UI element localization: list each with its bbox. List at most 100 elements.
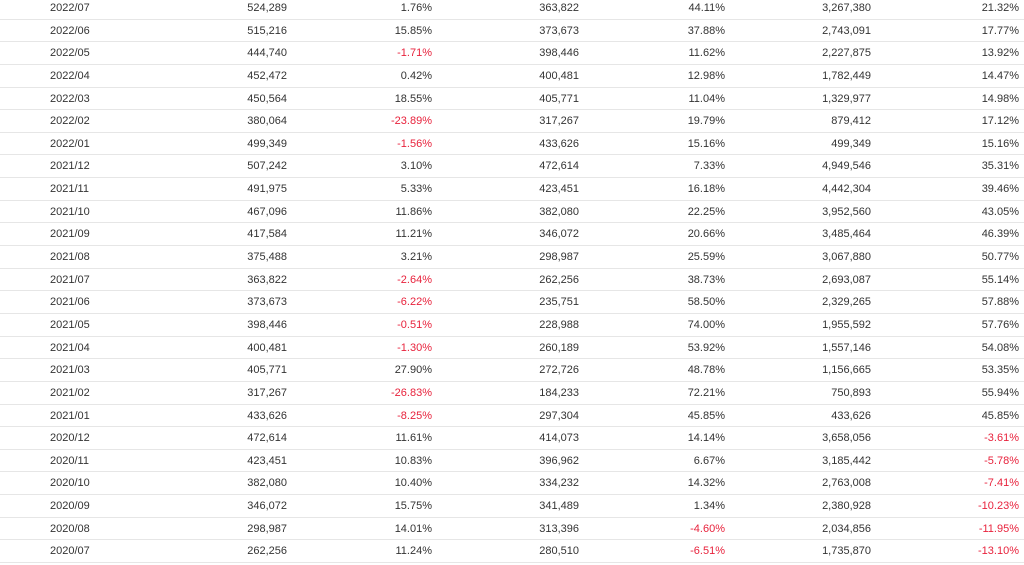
month-cell: 2021/04 (50, 341, 90, 354)
table-row: 2020/08 298,987 14.01% 313,396 -4.60% 2,034,8… (0, 518, 1024, 541)
month-cell: 2020/07 (50, 545, 90, 558)
cumulative-change-cell: 39.46% (981, 183, 1019, 196)
change-a-cell: -23.89% (391, 115, 432, 128)
cumulative-change-cell: 50.77% (981, 251, 1019, 264)
value-a-cell: 524,289 (247, 2, 287, 14)
value-b-cell: 472,614 (539, 160, 579, 173)
cumulative-change-cell: -13.10% (978, 545, 1019, 558)
change-b-cell: 14.14% (687, 432, 725, 445)
table-row: 2020/07 262,256 11.24% 280,510 -6.51% 1,735,8… (0, 540, 1024, 564)
value-a-cell: 515,216 (247, 24, 287, 37)
table-row: 2021/04 400,481 -1.30% 260,189 53.92% 1,557,1… (0, 337, 1024, 360)
change-b-cell: 74.00% (687, 318, 725, 331)
change-a-cell: 15.85% (394, 24, 432, 37)
value-b-cell: 184,233 (539, 386, 579, 399)
cumulative-cell: 2,763,008 (822, 477, 871, 490)
month-cell: 2021/11 (50, 183, 89, 196)
change-b-cell: 25.59% (687, 251, 725, 264)
value-a-cell: 375,488 (247, 251, 287, 264)
table-row: 2020/09 346,072 15.75% 341,489 1.34% 2,380,92… (0, 495, 1024, 518)
change-b-cell: 14.32% (687, 477, 725, 490)
cumulative-cell: 499,349 (831, 137, 871, 150)
value-b-cell: 423,451 (539, 183, 579, 196)
change-b-cell: 53.92% (687, 341, 725, 354)
month-cell: 2020/10 (50, 477, 90, 490)
cumulative-cell: 2,693,087 (822, 273, 871, 286)
month-cell: 2021/03 (50, 364, 90, 377)
change-b-cell: 37.88% (687, 24, 725, 37)
value-a-cell: 346,072 (247, 500, 287, 513)
change-a-cell: 10.40% (394, 477, 432, 490)
cumulative-change-cell: 55.14% (981, 273, 1019, 286)
cumulative-change-cell: 46.39% (981, 228, 1019, 241)
cumulative-cell: 3,067,880 (822, 251, 871, 264)
value-a-cell: 472,614 (247, 432, 287, 445)
month-cell: 2020/12 (50, 432, 90, 445)
cumulative-change-cell: 57.76% (981, 318, 1019, 331)
cumulative-change-cell: 17.77% (981, 24, 1019, 37)
change-b-cell: 16.18% (687, 183, 725, 196)
value-b-cell: 382,080 (539, 205, 579, 218)
table-row: 2022/06 515,216 15.85% 373,673 37.88% 2,743,0… (0, 20, 1024, 43)
cumulative-cell: 1,735,870 (822, 545, 871, 558)
cumulative-cell: 2,227,875 (822, 47, 871, 60)
month-cell: 2020/09 (50, 500, 90, 513)
change-a-cell: -2.64% (397, 273, 432, 286)
value-a-cell: 423,451 (247, 454, 287, 467)
change-a-cell: 5.33% (400, 183, 432, 196)
month-cell: 2021/06 (50, 296, 90, 309)
value-b-cell: 280,510 (539, 545, 579, 558)
change-b-cell: 11.62% (688, 47, 726, 60)
month-cell: 2020/08 (50, 522, 90, 535)
value-a-cell: 491,975 (247, 183, 287, 196)
cumulative-change-cell: -10.23% (978, 500, 1019, 513)
cumulative-change-cell: 53.35% (981, 364, 1019, 377)
cumulative-cell: 1,782,449 (822, 69, 871, 82)
value-b-cell: 400,481 (539, 69, 579, 82)
cumulative-cell: 3,185,442 (822, 454, 871, 467)
change-a-cell: -6.22% (397, 296, 432, 309)
change-a-cell: 15.75% (394, 500, 432, 513)
change-a-cell: 3.10% (400, 160, 432, 173)
value-a-cell: 452,472 (247, 69, 287, 82)
value-a-cell: 380,064 (247, 115, 287, 128)
cumulative-cell: 1,329,977 (822, 92, 871, 105)
value-b-cell: 228,988 (539, 318, 579, 331)
month-cell: 2021/05 (50, 318, 90, 331)
table-row: 2021/11 491,975 5.33% 423,451 16.18% 4,442,30… (0, 178, 1024, 201)
table-row: 2020/11 423,451 10.83% 396,962 6.67% 3,185,44… (0, 450, 1024, 473)
month-cell: 2021/10 (50, 205, 90, 218)
cumulative-change-cell: 17.12% (981, 115, 1019, 128)
cumulative-change-cell: 14.98% (981, 92, 1019, 105)
cumulative-cell: 1,955,592 (822, 318, 871, 331)
change-b-cell: 11.04% (688, 92, 726, 105)
table-row: 2021/06 373,673 -6.22% 235,751 58.50% 2,329,2… (0, 291, 1024, 314)
change-a-cell: 14.01% (394, 522, 432, 535)
value-b-cell: 396,962 (539, 454, 579, 467)
change-a-cell: 0.42% (400, 69, 432, 82)
cumulative-change-cell: 54.08% (981, 341, 1019, 354)
change-a-cell: 11.61% (395, 432, 433, 445)
cumulative-change-cell: 57.88% (981, 296, 1019, 309)
table-row: 2022/01 499,349 -1.56% 433,626 15.16% 499,349… (0, 133, 1024, 156)
value-b-cell: 373,673 (539, 24, 579, 37)
cumulative-cell: 4,442,304 (822, 183, 871, 196)
table-row: 2021/07 363,822 -2.64% 262,256 38.73% 2,693,0… (0, 269, 1024, 292)
month-cell: 2022/04 (50, 69, 90, 82)
cumulative-change-cell: -5.78% (984, 454, 1019, 467)
table-row: 2022/04 452,472 0.42% 400,481 12.98% 1,782,44… (0, 65, 1024, 88)
table-row: 2021/02 317,267 -26.83% 184,233 72.21% 750,89… (0, 382, 1024, 405)
change-b-cell: -6.51% (690, 545, 725, 558)
value-b-cell: 346,072 (539, 228, 579, 241)
cumulative-cell: 2,329,265 (822, 296, 871, 309)
change-b-cell: 20.66% (687, 228, 725, 241)
table-row: 2020/12 472,614 11.61% 414,073 14.14% 3,658,0… (0, 427, 1024, 450)
value-b-cell: 433,626 (539, 137, 579, 150)
cumulative-cell: 4,949,546 (822, 160, 871, 173)
change-b-cell: 38.73% (687, 273, 725, 286)
cumulative-change-cell: -11.95% (978, 522, 1019, 535)
value-b-cell: 341,489 (539, 500, 579, 513)
change-b-cell: -4.60% (690, 522, 725, 535)
change-b-cell: 45.85% (687, 409, 725, 422)
